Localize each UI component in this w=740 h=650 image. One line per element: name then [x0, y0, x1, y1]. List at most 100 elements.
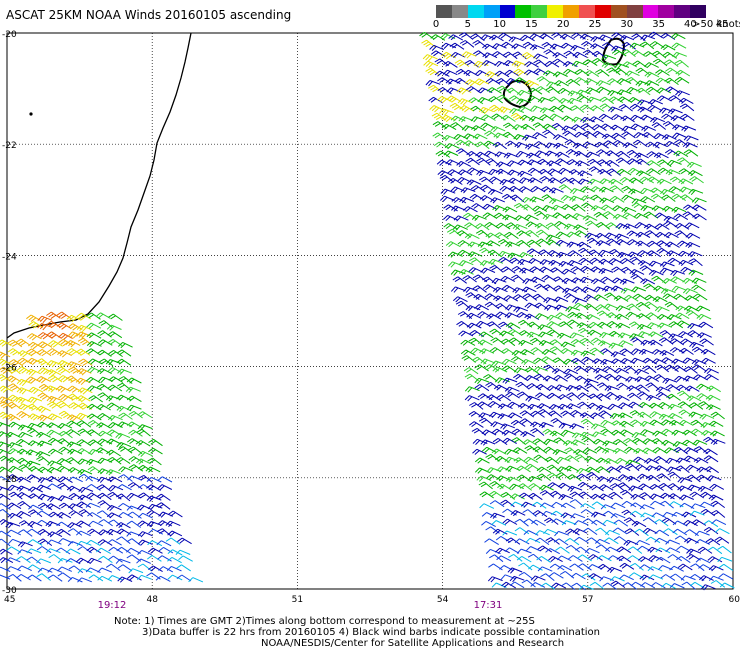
wind-barb [608, 258, 624, 265]
wind-barb [488, 490, 504, 498]
wind-barb [584, 366, 599, 373]
wind-barb [473, 293, 488, 301]
wind-barb [637, 545, 652, 553]
wind-barb [464, 233, 480, 240]
wind-barb [458, 260, 474, 267]
wind-barb [648, 574, 664, 580]
wind-barb [570, 513, 586, 519]
wind-barb [581, 40, 596, 49]
wind-barb [480, 267, 496, 274]
wind-barb [0, 548, 13, 555]
wind-barb [530, 410, 545, 418]
wind-barb [543, 297, 559, 304]
wind-barb [697, 485, 713, 492]
wind-barb [436, 95, 452, 104]
wind-barb [638, 348, 654, 356]
wind-barb [547, 249, 563, 257]
wind-barb [685, 310, 701, 318]
wind-barb [537, 566, 553, 572]
wind-barb [116, 358, 132, 366]
wind-barb [521, 204, 536, 212]
wind-barb [603, 303, 619, 310]
wind-barb [481, 446, 497, 453]
wind-barb [648, 269, 664, 277]
wind-barb [504, 312, 520, 319]
wind-barb [710, 411, 725, 420]
wind-barbs [0, 31, 735, 591]
scale-label: 40 [684, 19, 697, 30]
wind-barb [637, 331, 653, 338]
wind-barb [640, 278, 656, 285]
wind-barb [530, 105, 545, 112]
wind-barb [75, 412, 91, 420]
wind-barb [457, 240, 473, 247]
wind-barb [567, 319, 582, 327]
wind-barb [26, 314, 41, 322]
wind-barb [636, 313, 651, 321]
wind-barb [177, 537, 192, 545]
wind-barb [136, 558, 152, 564]
wind-barb [470, 33, 485, 42]
wind-barb [586, 96, 602, 103]
wind-barb [0, 538, 11, 547]
wind-barb [489, 411, 504, 418]
wind-barb [683, 455, 699, 462]
wind-barb [86, 322, 102, 329]
wind-barb [542, 375, 558, 382]
wind-barb [637, 106, 653, 113]
wind-barb [513, 68, 528, 76]
lon-tick-label: 48 [146, 595, 158, 605]
wind-barb [510, 510, 526, 517]
wind-barb [551, 501, 567, 509]
wind-barb [674, 535, 690, 543]
wind-barb [555, 456, 571, 463]
wind-barb [36, 358, 51, 366]
wind-barb [535, 229, 551, 238]
wind-barb [589, 581, 605, 590]
wind-barb [604, 292, 619, 301]
wind-barb [653, 285, 669, 292]
wind-barb [620, 287, 636, 294]
wind-barb [598, 113, 614, 121]
wind-barb [549, 267, 565, 275]
wind-barb [78, 509, 93, 517]
wind-barb [461, 125, 477, 132]
wind-barb [26, 348, 41, 356]
wind-barb [597, 321, 612, 329]
wind-barb [16, 410, 32, 419]
wind-barb [691, 519, 707, 526]
wind-barb [561, 268, 577, 275]
wind-barb [703, 520, 719, 528]
scale-swatch [658, 5, 675, 18]
wind-barb [675, 90, 690, 97]
wind-barb [543, 528, 558, 535]
wind-barb [57, 422, 73, 430]
wind-barb [615, 150, 631, 159]
wind-barb [718, 573, 734, 580]
wind-barb [542, 284, 557, 292]
note-line-1: Note: 1) Times are GMT 2)Times along bot… [114, 616, 535, 627]
wind-barb [466, 312, 482, 319]
wind-barb [530, 276, 546, 283]
wind-barb [668, 95, 683, 103]
wind-barb [510, 419, 526, 427]
wind-barb [603, 537, 619, 545]
wind-barb [516, 465, 531, 473]
wind-barb [494, 70, 510, 78]
wind-barb [674, 76, 690, 84]
wind-barb [526, 248, 542, 256]
wind-barb [471, 125, 486, 132]
wind-barb [495, 455, 510, 463]
wind-barb [553, 285, 568, 293]
wind-barb [450, 286, 466, 293]
wind-barb [656, 178, 672, 185]
wind-barb [677, 477, 693, 484]
wind-barb [584, 70, 600, 78]
wind-barb [444, 143, 460, 150]
wind-barb [595, 404, 611, 411]
wind-barb [6, 401, 21, 410]
wind-barb [555, 546, 570, 554]
wind-barb [534, 313, 550, 320]
wind-barb [509, 581, 525, 589]
wind-barb [599, 103, 615, 111]
